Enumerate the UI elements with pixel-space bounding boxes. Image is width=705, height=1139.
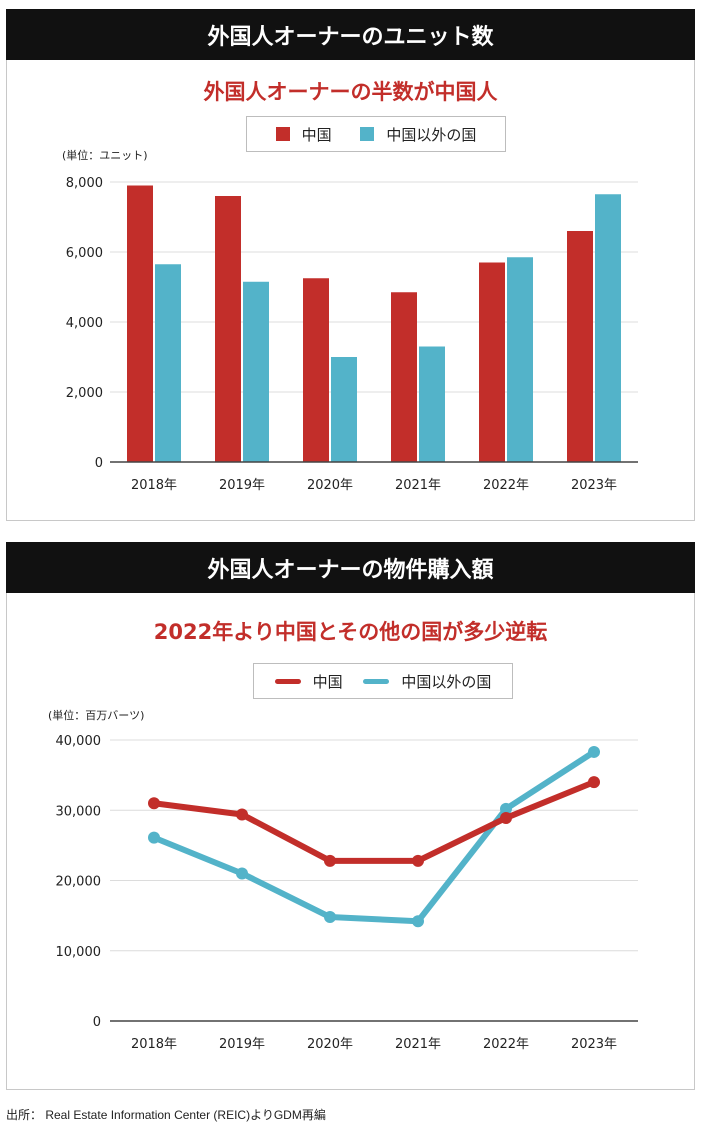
legend-item-other: 中国以外の国 bbox=[363, 671, 491, 692]
data-point bbox=[148, 831, 160, 844]
y-tick-label: 2,000 bbox=[66, 386, 103, 401]
data-point bbox=[500, 802, 512, 815]
bar bbox=[127, 185, 153, 462]
x-tick-label: 2023年 bbox=[571, 1037, 617, 1052]
data-point bbox=[324, 911, 336, 924]
y-tick-label: 40,000 bbox=[56, 734, 102, 749]
legend-swatch-china bbox=[274, 678, 301, 684]
bar bbox=[419, 346, 445, 462]
panel-title: 外国人オーナーのユニット数 bbox=[6, 9, 695, 60]
legend-swatch-other bbox=[363, 678, 390, 684]
data-point bbox=[500, 811, 512, 824]
bar bbox=[391, 292, 417, 462]
y-tick-label: 8,000 bbox=[66, 176, 103, 191]
purchase-amount-line-chart: 0 10,000 20,000 30,000 40,000 2018年 2019年 2020年… bbox=[56, 734, 638, 1052]
unit-count-bar-chart: 0 2,000 4,000 6,000 8,000 2018年 2019年 2020年 2021… bbox=[66, 176, 638, 493]
y-tick-label: 10,000 bbox=[56, 945, 102, 960]
bar bbox=[331, 357, 357, 462]
series-line bbox=[151, 779, 597, 864]
series-line bbox=[151, 748, 597, 925]
data-point bbox=[236, 808, 248, 821]
bar bbox=[243, 281, 269, 462]
x-tick-label: 2020年 bbox=[307, 478, 353, 493]
data-point bbox=[412, 854, 424, 867]
data-point bbox=[236, 867, 248, 880]
y-tick-label: 4,000 bbox=[66, 316, 103, 331]
legend-item-china: 中国 bbox=[275, 124, 332, 145]
data-point bbox=[588, 776, 600, 789]
x-tick-label: 2020年 bbox=[307, 1037, 353, 1052]
unit-label: (単位：ユニット) bbox=[62, 149, 148, 162]
bar bbox=[479, 262, 505, 462]
chart-subtitle: 2022年より中国とその他の国が多少逆転 bbox=[153, 620, 548, 644]
legend-swatch-other bbox=[360, 127, 375, 141]
x-tick-label: 2022年 bbox=[483, 1037, 529, 1052]
source-note: 出所： Real Estate Information Center (REIC… bbox=[6, 1108, 326, 1122]
x-tick-label: 2018年 bbox=[131, 478, 177, 493]
bar bbox=[507, 257, 533, 462]
legend-item-other: 中国以外の国 bbox=[360, 124, 476, 145]
bar bbox=[303, 278, 329, 462]
bar bbox=[215, 196, 241, 462]
data-point bbox=[588, 745, 600, 758]
legend-item-china: 中国 bbox=[274, 671, 343, 692]
y-tick-label: 20,000 bbox=[56, 875, 102, 890]
y-tick-label: 6,000 bbox=[66, 246, 103, 261]
data-point bbox=[148, 797, 160, 810]
chart-legend: 中国 中国以外の国 bbox=[246, 116, 506, 152]
chart-legend: 中国 中国以外の国 bbox=[253, 663, 513, 699]
legend-swatch-china bbox=[275, 127, 290, 141]
x-tick-label: 2018年 bbox=[131, 1037, 177, 1052]
y-tick-label: 30,000 bbox=[56, 804, 102, 819]
bar bbox=[567, 231, 593, 462]
x-tick-label: 2021年 bbox=[395, 1037, 441, 1052]
x-tick-label: 2021年 bbox=[395, 478, 441, 493]
bar bbox=[155, 264, 181, 462]
data-point bbox=[412, 915, 424, 928]
y-tick-label: 0 bbox=[95, 456, 103, 471]
x-tick-label: 2022年 bbox=[483, 478, 529, 493]
bar bbox=[595, 194, 621, 462]
legend-label: 中国 bbox=[301, 125, 332, 144]
data-point bbox=[324, 854, 336, 867]
legend-label: 中国以外の国 bbox=[386, 125, 477, 144]
unit-label: (単位：百万バーツ) bbox=[48, 709, 145, 722]
chart-subtitle: 外国人オーナーの半数が中国人 bbox=[203, 80, 498, 104]
x-tick-label: 2023年 bbox=[571, 478, 617, 493]
panel-title: 外国人オーナーの物件購入額 bbox=[6, 542, 695, 593]
x-tick-label: 2019年 bbox=[219, 1037, 265, 1052]
legend-label: 中国 bbox=[312, 672, 343, 691]
y-tick-label: 0 bbox=[93, 1015, 101, 1030]
x-tick-label: 2019年 bbox=[219, 478, 265, 493]
purchase-amount-panel: 外国人オーナーの物件購入額 2022年より中国とその他の国が多少逆転 中国 中国… bbox=[6, 542, 695, 1090]
legend-label: 中国以外の国 bbox=[401, 672, 492, 691]
